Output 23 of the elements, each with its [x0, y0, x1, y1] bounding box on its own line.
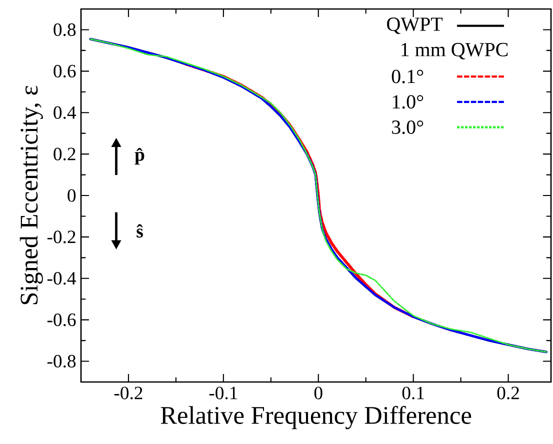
- y-axis-title: Signed Eccentricity, ε: [20, 86, 43, 304]
- x-tick-label: -0.1: [209, 386, 238, 400]
- annotation: ŝ: [136, 224, 143, 238]
- legend-label: 0.1°: [392, 70, 424, 84]
- legend-label: QWPT: [387, 18, 443, 34]
- y-tick-label: 0.6: [54, 64, 76, 78]
- y-tick-label: 0.8: [54, 23, 76, 36]
- y-tick-label: 0.2: [54, 148, 76, 160]
- x-tick-label: 0: [314, 386, 322, 400]
- legend-label: 1.0°: [392, 95, 424, 109]
- x-tick-label: 0.1: [402, 386, 424, 400]
- y-tick-label: -0.2: [47, 230, 76, 244]
- y-tick-label: 0.4: [54, 106, 76, 119]
- x-tick-label: 0.2: [497, 386, 519, 400]
- x-axis-title: Relative Frequency Difference: [160, 406, 472, 430]
- y-tick-label: -0.8: [47, 354, 76, 368]
- legend-label: 3.0°: [392, 120, 424, 134]
- annotation: p̂: [134, 148, 144, 165]
- x-tick-label: -0.2: [114, 386, 142, 400]
- legend-title: 1 mm QWPC: [402, 42, 508, 60]
- y-tick-label: -0.4: [47, 272, 76, 285]
- y-tick-label: -0.6: [47, 313, 76, 326]
- y-tick-label: 0: [68, 189, 76, 202]
